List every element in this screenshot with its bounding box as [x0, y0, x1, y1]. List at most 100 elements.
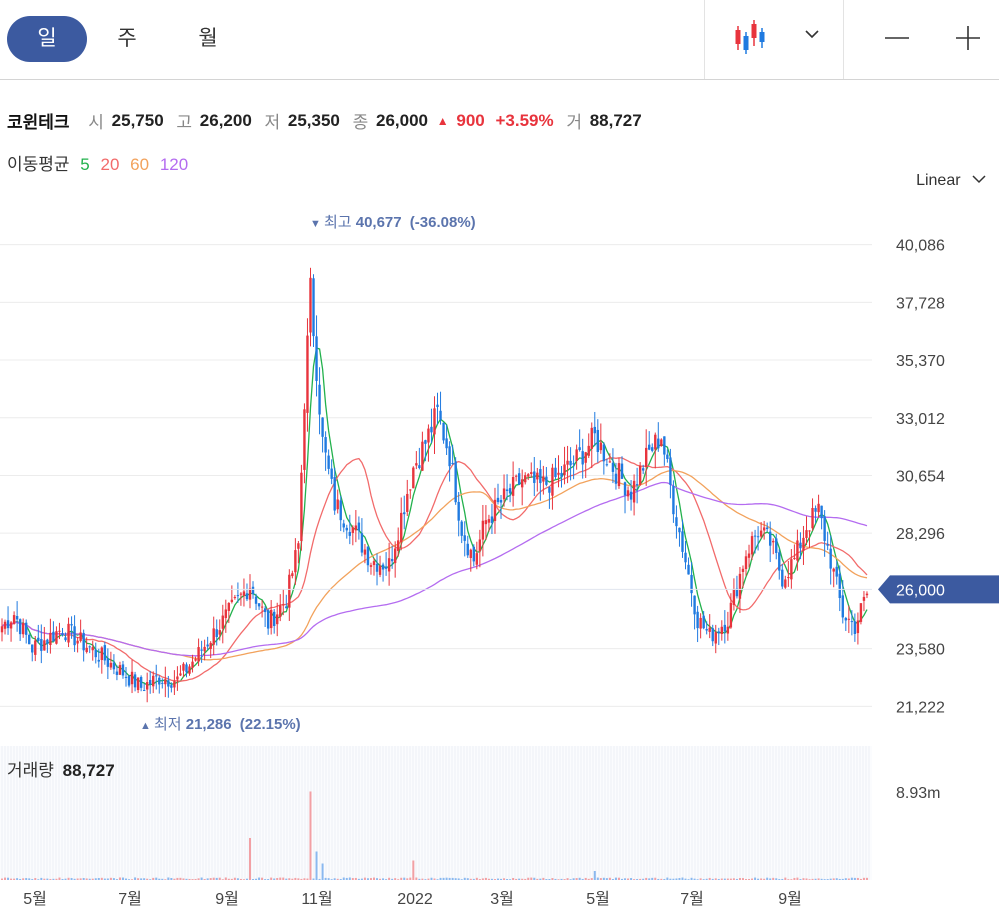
candle-body [309, 277, 312, 333]
volume-bar [729, 878, 732, 880]
candle-body [173, 681, 176, 688]
candle-body [799, 542, 802, 549]
scale-selector[interactable]: Linear [916, 172, 987, 190]
candle-body [590, 427, 593, 449]
candle-body [260, 606, 264, 608]
tab-day[interactable]: 일 [7, 16, 87, 62]
candle-body [530, 472, 533, 474]
volume-bar [708, 877, 711, 880]
candle-body [245, 593, 249, 600]
candle-body [179, 673, 182, 676]
volume-bar [285, 878, 288, 880]
volume-bar [596, 877, 599, 880]
candle-body [566, 460, 569, 465]
candle-body [484, 520, 488, 525]
volume-bar [775, 878, 778, 880]
volume-bar [427, 878, 430, 880]
candle-body [741, 568, 745, 572]
candle-body [303, 409, 306, 470]
candle-body [282, 604, 285, 606]
volume-bar [648, 878, 651, 880]
candle-body [487, 519, 491, 523]
volume-bar [621, 878, 623, 880]
volume-bar [627, 878, 630, 880]
volume-bar [64, 878, 67, 880]
volume-bar [657, 878, 660, 880]
volume-bar [415, 877, 418, 880]
price-chart[interactable]: 40,086 37,728 35,370 33,012 30,654 28,296 23,5… [0, 190, 999, 924]
candle-body [778, 552, 781, 571]
tab-month[interactable]: 월 [198, 27, 218, 50]
candle-body [551, 467, 554, 496]
volume-bar [70, 878, 73, 880]
candle-body [227, 602, 231, 611]
candle-body [563, 464, 566, 476]
zoom-out-button[interactable] [874, 16, 920, 62]
volume-bar [109, 877, 112, 880]
plus-icon [956, 26, 980, 50]
candle-body [130, 671, 134, 685]
volume-bar [487, 878, 490, 880]
candle-body [469, 549, 472, 558]
tab-week[interactable]: 주 [117, 27, 137, 50]
volume-bar [527, 877, 530, 880]
volume-bar [539, 878, 542, 880]
ma5-legend: 5 [80, 155, 90, 174]
candle-body [18, 619, 22, 635]
high-value: 26,200 [199, 110, 252, 130]
volume-bar [131, 879, 134, 880]
volume-bar [500, 878, 503, 880]
volume-bar [651, 877, 654, 880]
volume-bar [563, 879, 566, 880]
candle-body [390, 558, 394, 562]
volume-bar [115, 879, 118, 880]
volume-bar [28, 878, 31, 880]
time-tick-label: 2022 [397, 891, 433, 908]
candle-body [0, 626, 4, 633]
candle-body [272, 611, 276, 627]
volume-bar [847, 878, 850, 880]
chart-type-button[interactable] [720, 16, 835, 62]
volume-bar [669, 878, 672, 880]
candle-body [209, 642, 212, 649]
candle-body [808, 530, 811, 532]
candle-body [663, 436, 666, 455]
volume-legend-label: 거래량 [7, 761, 54, 780]
candle-body [73, 626, 76, 646]
candle-body [124, 676, 128, 678]
candle-body [747, 553, 751, 558]
volume-bar [633, 879, 636, 880]
candle-body [620, 463, 624, 479]
volume-bar [97, 877, 100, 880]
candle-body [103, 645, 107, 661]
volume-bar [448, 877, 451, 880]
candle-body [61, 633, 64, 636]
candle-body [406, 493, 409, 512]
candle-body [330, 468, 333, 479]
volume-bar [823, 879, 826, 880]
volume-bar [548, 879, 551, 880]
candle-body [164, 679, 167, 685]
candle-body [200, 649, 203, 651]
low-marker-percent: (22.15%) [240, 716, 301, 733]
volume-bar [802, 878, 805, 880]
candle-body [224, 609, 228, 619]
candle-body [279, 605, 282, 617]
volume-bar [149, 879, 152, 880]
ma120-line [1, 481, 868, 657]
zoom-in-button[interactable] [946, 16, 992, 62]
candle-body [572, 463, 575, 465]
volume-bar [593, 870, 596, 880]
candle-body [439, 410, 442, 420]
volume-bar [436, 879, 439, 880]
volume-bar [288, 878, 291, 880]
candle-body [744, 556, 748, 569]
volume-bar [506, 879, 509, 880]
candle-body [136, 677, 140, 691]
volume-bar [403, 877, 406, 880]
candle-body [393, 548, 397, 564]
volume-bar [575, 878, 578, 880]
volume-bar [276, 878, 279, 880]
volume-bar [832, 878, 835, 880]
candle-body [584, 452, 587, 463]
